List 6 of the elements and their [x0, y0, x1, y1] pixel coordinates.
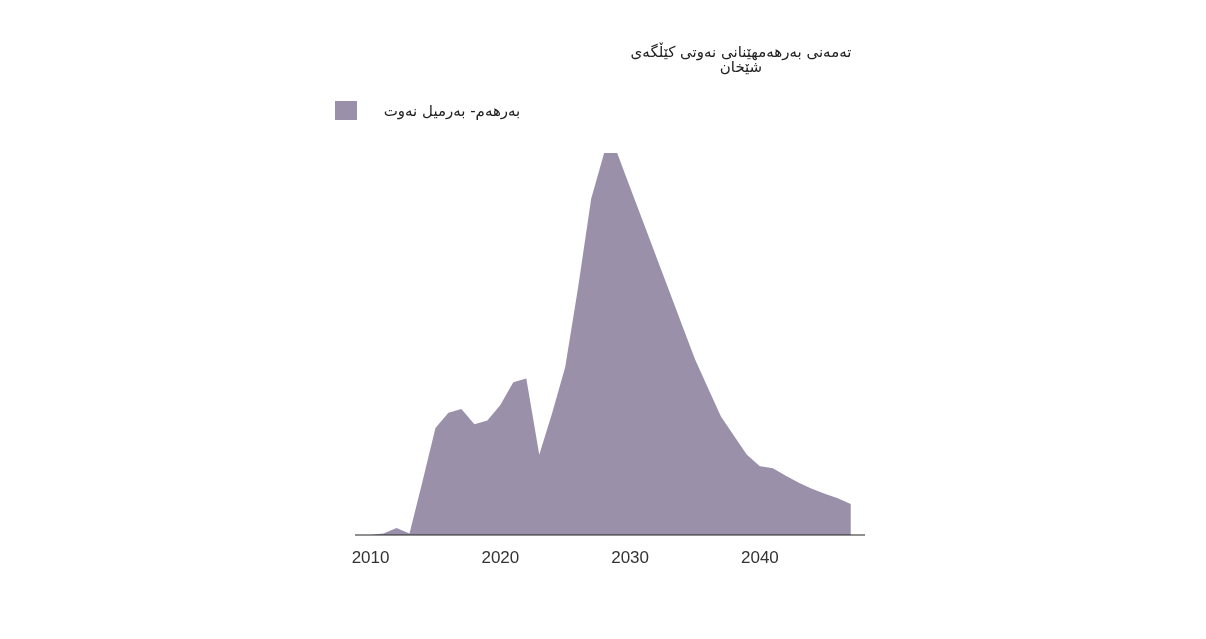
x-tick-label: 2010	[351, 548, 390, 567]
chart-title: تەمەنی بەرهەمهێنانی نەوتی کێڵگەی شێخان	[630, 42, 852, 76]
x-tick-label: 2030	[611, 548, 650, 567]
x-tick-label: 2040	[740, 548, 779, 567]
legend-label: بەرهەم- بەرمیل نەوت	[383, 102, 521, 120]
x-tick-label: 2020	[481, 548, 520, 567]
